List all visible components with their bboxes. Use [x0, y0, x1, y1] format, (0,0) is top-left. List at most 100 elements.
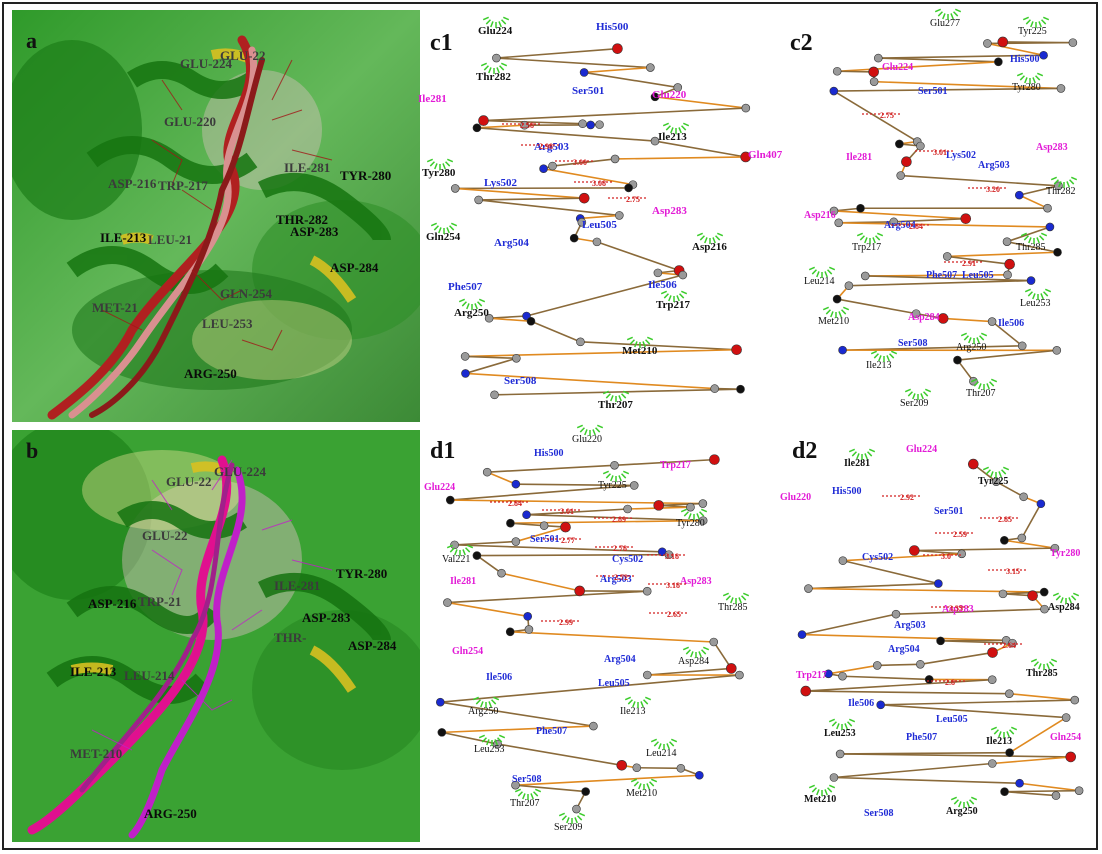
- d1-hydrophobic-arc: [465, 547, 471, 553]
- c2-atom: [937, 313, 949, 324]
- d1-hydrophobic-arc: [690, 651, 694, 658]
- c1-hydrophobic-arc: [623, 390, 630, 395]
- d1-hydrophobic-arc: [645, 696, 652, 701]
- c1-hydrophobic-arc: [704, 237, 708, 244]
- c2-hydrophobic-arc: [907, 391, 913, 397]
- d2-hbond-distance: 3.0: [941, 552, 951, 561]
- b-residue-label: ILE-213: [70, 664, 117, 679]
- c1-hydrophobic-arc: [683, 122, 690, 127]
- d1-hydrophobic-arc: [696, 513, 700, 520]
- d2-hydrophobic-arc: [969, 799, 975, 805]
- d1-atom: [735, 670, 744, 680]
- c2-atom: [942, 252, 952, 261]
- b-residue-label: TYR-280: [336, 566, 387, 581]
- c1-residue-label: Arg503: [534, 141, 569, 153]
- c2-hydrophobic-arc: [1043, 16, 1050, 21]
- a-residue-label: THR-282: [276, 212, 328, 227]
- b-residue-label: ASP-283: [302, 610, 351, 625]
- c2-residue-label: Ser209: [900, 398, 928, 409]
- c2-atom: [1004, 258, 1015, 270]
- c1-atom: [512, 353, 521, 363]
- d2-bond: [833, 776, 1020, 785]
- d1-hydrophobic-arc: [666, 743, 670, 750]
- c1-hydrophobic-arc: [662, 122, 669, 127]
- c2-residue-label: Asp216: [804, 210, 836, 221]
- c2-hydrophobic-arc: [1041, 19, 1047, 25]
- c1-hydrophobic-arc: [474, 303, 478, 310]
- d1-hydrophobic-arc: [595, 427, 601, 433]
- c2-hydrophobic-arc: [825, 309, 831, 315]
- d1-hydrophobic-arc: [610, 475, 614, 482]
- c1-hydrophobic-arc: [670, 127, 674, 134]
- d1-hbond-distance: 2.65: [667, 610, 681, 619]
- c2-residue-label: Lys502: [946, 150, 976, 161]
- d2-hbond-distance: 3.33: [949, 604, 963, 613]
- d1-residue-label: Tyr280: [676, 518, 705, 529]
- a-residue-label: GLU-22: [220, 48, 266, 63]
- c1-bond: [580, 214, 620, 220]
- d1-atom: [511, 479, 521, 489]
- d2-atom: [909, 545, 920, 556]
- d1-hydrophobic-arc: [454, 549, 458, 556]
- a-residue-label: GLN-254: [220, 286, 273, 301]
- a-residue-label: GLU-224: [180, 56, 233, 71]
- c1-bond: [530, 320, 581, 343]
- d2-bond: [828, 664, 878, 675]
- c1-residue-label: Arg250: [454, 307, 489, 319]
- d1-bond: [486, 471, 517, 485]
- d1-atom: [506, 518, 515, 528]
- c2-atom: [953, 355, 962, 365]
- c1-residue-label: His500: [596, 21, 629, 33]
- d1-residue-label: Val221: [442, 554, 470, 565]
- d1-hydrophobic-arc: [699, 511, 705, 517]
- c2-bond: [878, 54, 1044, 59]
- d2-hydrophobic-arc: [824, 789, 828, 796]
- d2-bond: [802, 633, 1007, 642]
- d1-bond: [447, 590, 648, 604]
- c2-residue-label: Arg250: [956, 342, 986, 353]
- c2-residue-label: Ser501: [918, 86, 947, 97]
- d2-hydrophobic-arc: [844, 723, 848, 730]
- d1-bond: [441, 731, 498, 745]
- d2-bond: [808, 582, 939, 590]
- d2-atom: [987, 675, 997, 685]
- c2-atom: [983, 39, 992, 48]
- panel-b-structure: b GLU-224 GLU-22 GLU-22 ILE-281 TYR-280 ASP-2…: [12, 430, 420, 842]
- c2-hydrophobic-arc: [976, 337, 980, 344]
- d1-atom: [726, 663, 737, 674]
- c2-bond: [865, 274, 1008, 277]
- d1-hydrophobic-arc: [682, 646, 689, 651]
- d1-hydrophobic-arc: [658, 743, 662, 750]
- d2-hydrophobic-arc: [998, 471, 1002, 478]
- c2-atom: [1053, 247, 1062, 257]
- d2-hydrophobic-arc: [953, 799, 959, 805]
- c1-hydrophobic-arc: [699, 235, 705, 241]
- c2-hydrophobic-arc: [889, 353, 895, 359]
- c2-hydrophobic-arc: [875, 235, 881, 241]
- c1-hydrophobic-arc: [496, 67, 500, 74]
- c1-hydrophobic-arc: [501, 62, 508, 67]
- d2-bond: [801, 613, 897, 636]
- d2-residue-label: Cys502: [862, 552, 893, 563]
- d2-hydrophobic-arc: [1003, 466, 1010, 471]
- d2-residue-labels: Ile281 Glu224 His500 Tyr225 Glu220 Ser501 Tyr2…: [780, 444, 1081, 819]
- c2-atom: [1017, 341, 1027, 351]
- d1-hbond-distance: 2.78: [613, 544, 627, 553]
- c2-bond: [1006, 240, 1058, 254]
- d1-hydrophobic-arc: [522, 793, 526, 800]
- d1-bond: [515, 774, 700, 786]
- d1-hydrophobic-arc: [497, 737, 503, 743]
- c1-atom: [539, 164, 548, 173]
- c2-hydrophobic-arc: [1030, 21, 1034, 28]
- d1-bond: [510, 522, 545, 527]
- c2-hydrophobic-arc: [808, 266, 815, 271]
- c2-bond: [865, 275, 1032, 282]
- d2-atom: [838, 556, 848, 565]
- c2-atom: [844, 281, 854, 291]
- c2-residue-label: Ile213: [866, 360, 892, 371]
- d2-bond: [842, 559, 939, 585]
- c2-hydrophobic-arc: [878, 355, 882, 362]
- d1-atom: [445, 495, 455, 505]
- c2-hydrophobic-arc: [1071, 176, 1078, 181]
- d1-hydrophobic-arc: [449, 547, 455, 553]
